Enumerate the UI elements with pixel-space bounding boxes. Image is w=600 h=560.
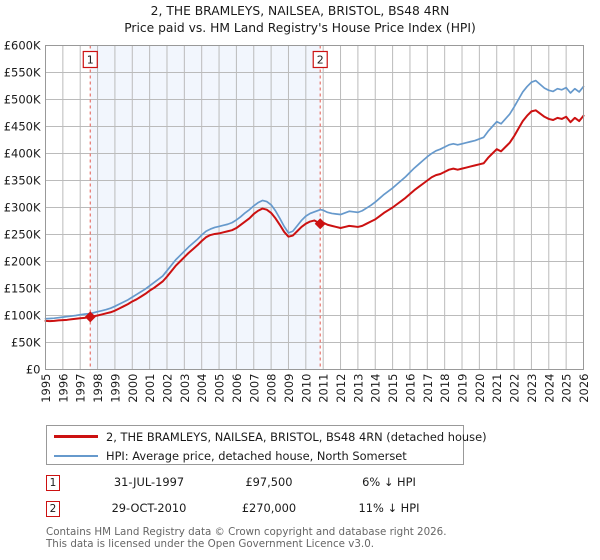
legend-swatch-hpi	[54, 454, 98, 457]
svg-text:2003: 2003	[178, 374, 192, 403]
transaction-badge-2: 2	[46, 501, 60, 517]
svg-text:2012: 2012	[334, 374, 348, 403]
svg-text:£100K: £100K	[4, 309, 41, 323]
legend-item-hpi: HPI: Average price, detached house, Nort…	[47, 446, 463, 465]
svg-text:£150K: £150K	[4, 282, 41, 296]
legend-label-hpi: HPI: Average price, detached house, Nort…	[106, 448, 407, 463]
svg-text:£200K: £200K	[4, 255, 41, 269]
plot-svg: £0 £50K £100K £150K £200K £250K £300K £350K £400…	[4, 39, 591, 403]
svg-text:2022: 2022	[508, 374, 522, 403]
transaction-date-1: 31-JUL-1997	[113, 475, 185, 489]
transaction-markers[interactable]	[84, 218, 326, 323]
svg-text:£0: £0	[26, 363, 41, 377]
svg-text:1997: 1997	[74, 374, 88, 403]
svg-text:£550K: £550K	[4, 66, 41, 80]
svg-text:2025: 2025	[560, 374, 574, 403]
svg-text:£400K: £400K	[4, 147, 41, 161]
x-axis-tick-labels: 1995 1996 1997 1998 1999 2000 2001 2002 2003 2004…	[39, 374, 591, 403]
svg-text:2002: 2002	[160, 374, 174, 403]
svg-text:1999: 1999	[108, 374, 122, 403]
svg-text:£350K: £350K	[4, 174, 41, 188]
svg-text:2008: 2008	[265, 374, 279, 403]
svg-text:2024: 2024	[542, 374, 556, 403]
transaction-hpi-delta-2: 11% ↓ HPI	[358, 501, 420, 515]
svg-text:£500K: £500K	[4, 93, 41, 107]
svg-text:2005: 2005	[213, 374, 227, 403]
svg-text:£600K: £600K	[4, 39, 41, 53]
transaction-price-1: £97,500	[245, 475, 293, 489]
svg-text:2009: 2009	[282, 374, 296, 403]
svg-text:2: 2	[317, 54, 324, 67]
svg-text:2011: 2011	[317, 374, 331, 403]
footer-licence-line: This data is licensed under the Open Gov…	[46, 537, 375, 550]
legend-swatch-price-paid	[54, 435, 98, 438]
svg-text:1: 1	[87, 54, 94, 67]
footer-copyright-line: Contains HM Land Registry data © Crown c…	[46, 526, 447, 538]
svg-text:2004: 2004	[195, 374, 209, 403]
svg-text:2021: 2021	[490, 374, 504, 403]
transaction-badge-1: 1	[46, 475, 60, 491]
svg-text:2019: 2019	[456, 374, 470, 403]
svg-text:£300K: £300K	[4, 201, 41, 215]
transaction-hpi-delta-1: 6% ↓ HPI	[362, 475, 416, 489]
svg-text:1995: 1995	[39, 374, 53, 403]
svg-text:2018: 2018	[438, 374, 452, 403]
svg-text:£50K: £50K	[11, 336, 41, 350]
price-paid-line	[44, 109, 585, 323]
svg-text:2026: 2026	[577, 374, 591, 403]
table-row[interactable]: 2 29-OCT-2010 £270,000 11% ↓ HPI	[46, 499, 466, 525]
svg-text:2001: 2001	[143, 374, 157, 403]
svg-text:2014: 2014	[369, 374, 383, 403]
table-row[interactable]: 1 31-JUL-1997 £97,500 6% ↓ HPI	[46, 473, 466, 499]
legend-item-price-paid: 2, THE BRAMLEYS, NAILSEA, BRISTOL, BS48 …	[47, 427, 487, 446]
grid-lines	[45, 45, 584, 370]
hpi-line	[44, 79, 585, 320]
chart-legend: 2, THE BRAMLEYS, NAILSEA, BRISTOL, BS48 …	[46, 425, 487, 465]
svg-text:2017: 2017	[421, 374, 435, 403]
svg-text:2023: 2023	[525, 374, 539, 403]
svg-text:1996: 1996	[56, 374, 70, 403]
svg-text:2015: 2015	[386, 374, 400, 403]
svg-text:2000: 2000	[126, 374, 140, 403]
svg-text:2020: 2020	[473, 374, 487, 403]
svg-text:2007: 2007	[247, 374, 261, 403]
plot-frame	[45, 45, 584, 370]
svg-text:2013: 2013	[351, 374, 365, 403]
transaction-price-2: £270,000	[241, 501, 297, 515]
svg-text:2016: 2016	[403, 374, 417, 403]
legend-label-price-paid: 2, THE BRAMLEYS, NAILSEA, BRISTOL, BS48 …	[106, 429, 487, 444]
svg-text:£250K: £250K	[4, 228, 41, 242]
y-axis-tick-labels: £0 £50K £100K £150K £200K £250K £300K £350K £400…	[4, 39, 41, 377]
svg-text:1998: 1998	[91, 374, 105, 403]
transactions-table: 1 31-JUL-1997 £97,500 6% ↓ HPI 2 29-OCT-…	[46, 473, 466, 525]
svg-text:2006: 2006	[230, 374, 244, 403]
svg-text:£450K: £450K	[4, 120, 41, 134]
chart-footer: Contains HM Land Registry data © Crown c…	[46, 526, 586, 550]
transaction-date-2: 29-OCT-2010	[111, 501, 187, 515]
svg-text:2010: 2010	[299, 374, 313, 403]
